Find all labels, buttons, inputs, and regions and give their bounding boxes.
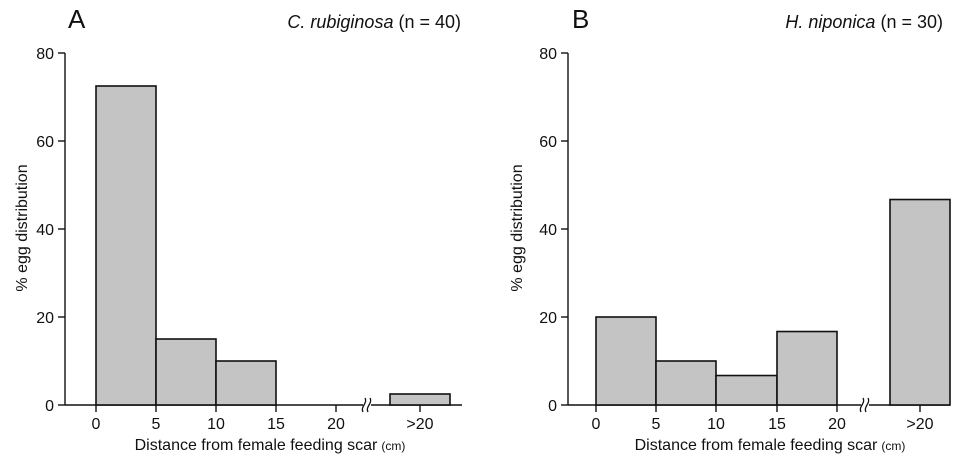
panel-b-bar-10-15 — [715, 374, 778, 406]
panel-b-x-axis-label: Distance from female feeding scar — [635, 437, 878, 454]
panel-b-x-tick-label: >20 — [906, 416, 933, 433]
panel-a-x-axis-title: Distance from female feeding scar (cm) — [135, 437, 406, 454]
panel-b-y-tick-label: 20 — [539, 310, 557, 327]
panel-a-title: C. rubiginosa (n = 40) — [287, 12, 461, 32]
panel-a-letter: A — [68, 4, 86, 34]
panel-b-sample-size: (n = 30) — [880, 12, 943, 32]
panel-b-y-tick-label: 60 — [539, 134, 557, 151]
panel-b-x-axis-unit: (cm) — [881, 439, 905, 453]
panel-b-y-tick-label: 40 — [539, 222, 557, 239]
panel-a-plot: 0 20 40 60 80 0 5 10 15 20 >20 — [36, 46, 462, 433]
panel-a-y-tick-label: 20 — [36, 310, 54, 327]
panel-b-letter: B — [572, 4, 589, 34]
panel-a-bar-gt20 — [389, 393, 451, 406]
panel-a-axis-break-mark — [366, 397, 372, 413]
panel-b-y-tick-label: 80 — [539, 46, 557, 63]
panel-a-x-tick-label: 10 — [207, 416, 225, 433]
panel-a-bar-0-5 — [95, 85, 157, 406]
panel-b-x-tick-label: 10 — [707, 416, 725, 433]
panel-a-sample-size: (n = 40) — [398, 12, 461, 32]
panel-b: B H. niponica (n = 30) 0 20 40 60 80 0 5 10 15 20 >… — [509, 4, 951, 454]
panel-a-y-tick-label: 60 — [36, 134, 54, 151]
panel-b-x-tick-label: 20 — [828, 416, 846, 433]
panel-a-x-tick-label: 15 — [267, 416, 285, 433]
panel-b-bar-gt20 — [889, 198, 951, 406]
panel-b-x-tick-label: 15 — [768, 416, 786, 433]
panel-a-x-tick-label: 0 — [92, 416, 101, 433]
panel-b-species: H. niponica — [785, 12, 875, 32]
panel-b-x-tick-label: 0 — [592, 416, 601, 433]
panel-b-y-tick-label: 0 — [548, 398, 557, 415]
panel-a-y-tick-label: 80 — [36, 46, 54, 63]
panel-a-x-axis-label: Distance from female feeding scar — [135, 437, 378, 454]
panel-a-bar-5-10 — [155, 338, 217, 406]
panel-b-axis-break-mark — [864, 397, 870, 413]
panel-b-axis-break-mark — [859, 397, 865, 413]
panel-b-x-tick-label: 5 — [652, 416, 661, 433]
panel-a-axis-break-mark — [361, 397, 367, 413]
panel-b-bar-15-20 — [776, 330, 838, 406]
panel-a-x-tick-label: 20 — [327, 416, 345, 433]
panel-b-y-axis-title: % egg distribution — [509, 164, 526, 291]
panel-a-bar-10-15 — [215, 360, 277, 406]
panel-b-x-axis-title: Distance from female feeding scar (cm) — [635, 437, 906, 454]
panel-a-species: C. rubiginosa — [287, 12, 393, 32]
panel-a-x-axis-unit: (cm) — [381, 439, 405, 453]
panel-a-x-tick-label: >20 — [406, 416, 433, 433]
panel-a: A C. rubiginosa (n = 40) 0 20 40 60 80 0 5 10 15 2… — [14, 4, 462, 454]
panel-b-bar-5-10 — [655, 360, 717, 406]
panel-b-bar-0-5 — [595, 316, 657, 406]
panel-a-y-tick-label: 40 — [36, 222, 54, 239]
panel-a-x-tick-label: 5 — [152, 416, 161, 433]
panel-a-y-axis-title: % egg distribution — [14, 164, 31, 291]
panel-b-title: H. niponica (n = 30) — [785, 12, 943, 32]
panel-b-plot: 0 20 40 60 80 0 5 10 15 20 >20 — [539, 46, 951, 433]
panel-a-y-tick-label: 0 — [45, 398, 54, 415]
